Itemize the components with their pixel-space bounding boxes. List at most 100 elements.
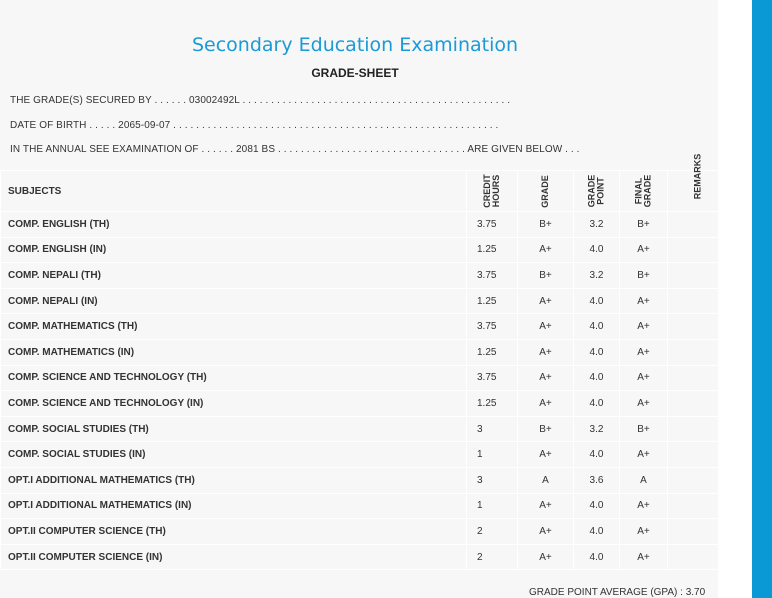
subject-cell: COMP. ENGLISH (IN) [0,236,467,264]
credit-hours-cell: 3.75 [466,262,518,289]
grade-point-cell: 3.6 [573,466,620,494]
final-grade-cell: A+ [619,313,668,340]
remarks-cell [667,211,729,238]
grade-point-cell: 4.0 [573,287,620,315]
remarks-cell [667,262,729,289]
credit-hours-cell: 2 [466,518,518,545]
table-row: OPT.II COMPUTER SCIENCE (TH) 2 A+ 4.0 A+ [0,518,729,545]
grade-cell: B+ [517,211,574,238]
exam-line: IN THE ANNUAL SEE EXAMINATION OF . . . .… [10,144,580,155]
grades-table: SUBJECTS CREDIT HOURS GRADE GRADE POINT FINA… [0,154,729,571]
secured-by-line: THE GRADE(S) SECURED BY . . . . . . 0300… [10,95,511,106]
final-grade-cell: A [619,466,668,494]
final-grade-cell: A+ [619,492,668,520]
credit-hours-cell: 3.75 [466,211,518,238]
grade-point-cell: 4.0 [573,313,620,340]
credit-hours-cell: 1.25 [466,287,518,315]
column-header-label: GRADE POINT [586,174,606,207]
grade-point-cell: 4.0 [573,543,620,571]
credit-hours-cell: 3 [466,415,518,443]
grade-point-cell: 4.0 [573,338,620,366]
column-header-label: CREDIT HOURS [482,173,501,208]
column-header: SUBJECTS [0,170,467,212]
final-grade-cell: A+ [619,236,668,264]
subject-cell: COMP. NEPALI (IN) [0,287,467,315]
remarks-cell [667,543,729,571]
grade-cell: A+ [517,518,574,545]
table-row: COMP. MATHEMATICS (IN) 1.25 A+ 4.0 A+ [0,338,729,366]
final-grade-cell: A+ [619,543,668,571]
grade-cell: A+ [517,364,574,392]
final-grade-cell: A+ [619,441,668,468]
subject-cell: OPT.I ADDITIONAL MATHEMATICS (IN) [0,492,467,520]
side-scroll-bar [752,0,772,598]
column-header-label: FINAL GRADE [633,174,653,207]
subject-cell: COMP. SCIENCE AND TECHNOLOGY (IN) [0,390,467,417]
table-row: COMP. SCIENCE AND TECHNOLOGY (TH) 3.75 A+ 4… [0,364,729,392]
final-grade-cell: B+ [619,262,668,289]
grade-cell: A+ [517,492,574,520]
table-row: COMP. MATHEMATICS (TH) 3.75 A+ 4.0 A+ [0,313,729,340]
credit-hours-cell: 1 [466,492,518,520]
remarks-cell [667,492,729,520]
grade-cell: B+ [517,415,574,443]
credit-hours-cell: 3.75 [466,313,518,340]
subject-cell: COMP. MATHEMATICS (IN) [0,338,467,366]
final-grade-cell: A+ [619,364,668,392]
column-header: GRADE POINT [573,170,620,212]
final-grade-cell: B+ [619,415,668,443]
remarks-cell [667,415,729,443]
remarks-cell [667,518,729,545]
final-grade-cell: A+ [619,518,668,545]
grade-cell: B+ [517,262,574,289]
final-grade-cell: A+ [619,287,668,315]
subject-cell: COMP. ENGLISH (TH) [0,211,467,238]
table-row: OPT.II COMPUTER SCIENCE (IN) 2 A+ 4.0 A+ [0,543,729,571]
column-header: REMARKS [667,154,729,212]
final-grade-cell: B+ [619,211,668,238]
grade-cell: A+ [517,338,574,366]
dob-line: DATE OF BIRTH . . . . . 2065-09-07 . . .… [10,120,499,131]
grade-cell: A [517,466,574,494]
gpa-summary: GRADE POINT AVERAGE (GPA) : 3.70 [529,587,706,598]
grade-point-cell: 4.0 [573,441,620,468]
credit-hours-cell: 3 [466,466,518,494]
grade-cell: A+ [517,287,574,315]
column-header: CREDIT HOURS [466,170,518,212]
grade-cell: A+ [517,390,574,417]
grade-cell: A+ [517,313,574,340]
remarks-cell [667,236,729,264]
grade-point-cell: 3.2 [573,415,620,443]
grade-point-cell: 4.0 [573,236,620,264]
final-grade-cell: A+ [619,338,668,366]
table-row: COMP. NEPALI (TH) 3.75 B+ 3.2 B+ [0,262,729,289]
subject-cell: OPT.I ADDITIONAL MATHEMATICS (TH) [0,466,467,494]
credit-hours-cell: 1.25 [466,338,518,366]
subject-cell: COMP. NEPALI (TH) [0,262,467,289]
page-title: Secondary Education Examination [191,34,519,56]
grade-cell: A+ [517,543,574,571]
column-header-label: GRADE [539,174,550,208]
remarks-cell [667,287,729,315]
table-row: COMP. ENGLISH (IN) 1.25 A+ 4.0 A+ [0,236,729,264]
remarks-cell [667,441,729,468]
grade-point-cell: 4.0 [573,492,620,520]
grade-point-cell: 4.0 [573,390,620,417]
subject-cell: OPT.II COMPUTER SCIENCE (TH) [0,518,467,545]
table-row: COMP. NEPALI (IN) 1.25 A+ 4.0 A+ [0,287,729,315]
grade-point-cell: 3.2 [573,262,620,289]
table-row: COMP. SOCIAL STUDIES (TH) 3 B+ 3.2 B+ [0,415,729,443]
subject-cell: COMP. SCIENCE AND TECHNOLOGY (TH) [0,364,467,392]
column-header-label: REMARKS [692,153,703,200]
credit-hours-cell: 1.25 [466,390,518,417]
remarks-cell [667,313,729,340]
column-header: FINAL GRADE [619,170,668,212]
remarks-cell [667,338,729,366]
subject-cell: OPT.II COMPUTER SCIENCE (IN) [0,543,467,571]
remarks-cell [667,466,729,494]
remarks-cell [667,364,729,392]
table-row: OPT.I ADDITIONAL MATHEMATICS (TH) 3 A 3.6 A [0,466,729,494]
table-row: COMP. ENGLISH (TH) 3.75 B+ 3.2 B+ [0,211,729,238]
credit-hours-cell: 2 [466,543,518,571]
credit-hours-cell: 1.25 [466,236,518,264]
